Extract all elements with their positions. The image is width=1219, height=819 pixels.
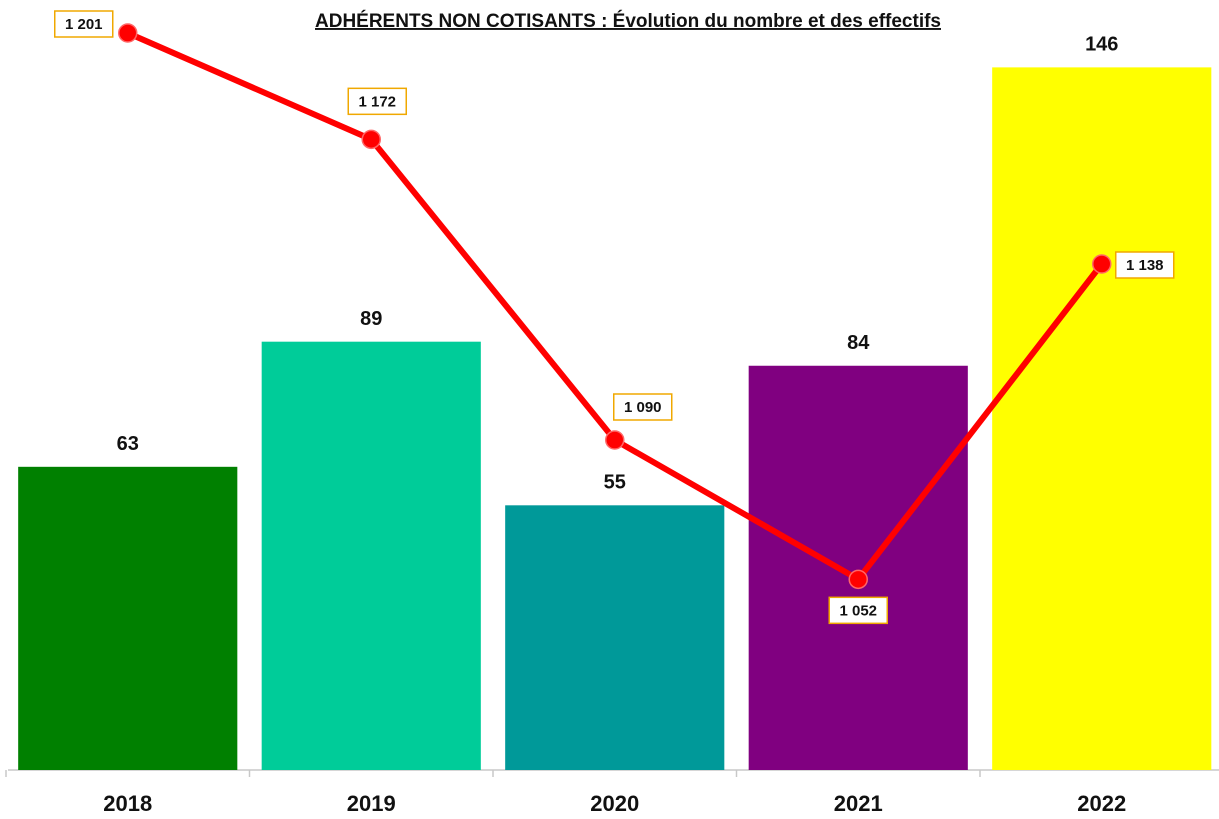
bar-value-label: 146 [1085, 34, 1118, 56]
x-tick-label: 2021 [834, 791, 883, 816]
line-value-label: 1 201 [65, 16, 103, 33]
line-marker [118, 23, 138, 43]
data-label-box [54, 10, 114, 38]
line-value-label: 1 138 [1126, 257, 1164, 274]
x-tick-label: 2020 [590, 791, 639, 816]
line-marker [848, 569, 868, 590]
bar [18, 466, 238, 770]
bar [261, 341, 481, 770]
line-value-label: 1 052 [839, 602, 877, 619]
line-marker [361, 129, 381, 150]
line-marker [1092, 254, 1112, 274]
line-value-label: 1 090 [624, 399, 662, 416]
bar [992, 67, 1212, 770]
data-label-box [347, 87, 407, 116]
data-label-box [613, 393, 673, 421]
x-tick-label: 2018 [103, 791, 152, 816]
data-label-box [828, 596, 888, 625]
bar-value-label: 63 [117, 433, 139, 455]
x-tick-label: 2019 [347, 791, 396, 816]
bar [748, 365, 968, 770]
data-label-box [1115, 251, 1175, 279]
bar-value-label: 89 [360, 308, 382, 330]
x-tick-label: 2022 [1077, 791, 1126, 816]
bar-value-label: 55 [604, 472, 626, 494]
line-value-label: 1 172 [358, 93, 396, 110]
bar-value-label: 84 [847, 332, 870, 354]
bar [505, 505, 725, 770]
line-marker [605, 430, 625, 450]
chart-title: ADHÉRENTS NON COTISANTS : Évolution du n… [315, 10, 941, 32]
